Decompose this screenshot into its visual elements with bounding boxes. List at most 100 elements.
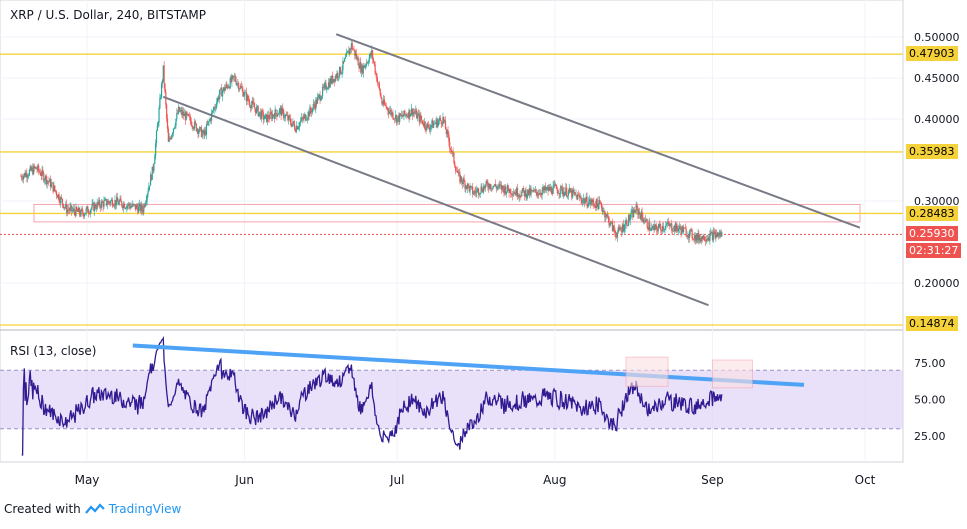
candle-body [584,200,586,204]
candle-body [606,214,608,217]
candle-body [233,75,235,78]
candle-body [281,107,283,116]
candle-body [49,178,52,188]
candle-body [280,107,282,116]
x-tick-jun: Jun [234,473,254,487]
level-label-1: 0.35983 [906,144,958,159]
candle-body [626,220,628,226]
y-tick-1: 0.45000 [914,72,960,85]
candle-body [588,201,590,207]
level-label-0: 0.47903 [906,46,958,61]
channel-upper-line [335,33,861,229]
candle-body [498,184,500,187]
candle-body [155,142,157,156]
candle-body [220,87,222,90]
candle-body [153,163,155,171]
candle-body [573,192,575,193]
candle-body [33,165,36,169]
candle-body [337,72,339,78]
candle-body [51,182,53,184]
candle-body [565,187,567,193]
candle-body [33,165,35,175]
candle-body [190,121,192,126]
candle-body [54,185,56,191]
candle-body [65,203,67,208]
candle-body [409,109,411,117]
y-tick-0: 0.50000 [914,31,960,44]
candle-body [503,188,505,194]
candle-body [559,193,561,195]
candle-body [40,175,42,176]
candle-body [279,107,281,110]
candle-body [30,166,32,171]
candle-body [106,203,108,206]
x-tick-aug: Aug [543,473,566,487]
candle-body [222,87,225,92]
candle-body [377,82,380,84]
candle-body [330,79,332,84]
footer-brand[interactable]: TradingView [108,502,182,516]
candle-body [283,110,285,118]
candle-body [471,186,473,187]
candle-body [160,97,162,99]
candle-body [588,199,591,202]
candle-body [35,167,37,169]
x-tick-may: May [75,473,100,487]
candle-body [458,172,460,173]
candle-body [514,192,516,194]
candle-body [436,119,438,127]
candle-body [543,187,545,191]
candle-body [616,236,618,238]
candle-body [120,198,122,202]
candle-body [590,202,592,205]
candle-body [287,115,289,121]
candle-body [103,200,105,208]
candle-body [125,207,127,209]
candle-body [596,199,598,205]
candle-body [716,233,718,237]
candle-body [524,189,526,197]
candle-body [135,205,137,210]
candle-body [581,200,583,203]
candle-body [637,207,639,215]
candle-body [264,115,266,119]
candle-body [566,195,569,197]
candle-body [689,229,692,231]
candle-body [230,78,232,82]
candle-body [132,203,134,207]
candle-body [469,186,471,192]
candle-body [183,113,186,116]
candle-body [310,111,313,113]
candle-body [177,112,179,114]
candle-body [619,227,621,230]
candle-body [685,228,687,237]
candle-body [382,103,384,105]
candle-body [356,57,358,59]
candle-body [109,202,111,204]
candle-body [635,204,637,213]
candle-body [610,221,613,223]
candle-body [249,106,252,109]
candle-body [668,224,670,227]
candle-body [459,172,461,182]
candle-body [654,224,656,230]
candle-body [111,199,114,206]
candle-body [144,204,146,207]
candle-body [90,208,92,211]
candle-body [466,185,468,189]
candle-body [413,111,415,113]
candle-body [640,211,642,220]
candle-body [270,112,272,114]
candle-body [437,121,439,127]
candle-body [708,237,710,241]
candle-body [463,178,465,182]
candle-body [285,114,287,116]
candle-body [431,120,433,126]
candle-body [185,112,187,121]
candle-body [45,175,47,184]
candle-body [211,110,214,113]
candle-body [182,111,184,115]
candle-body [338,67,341,77]
candle-body [349,48,352,50]
